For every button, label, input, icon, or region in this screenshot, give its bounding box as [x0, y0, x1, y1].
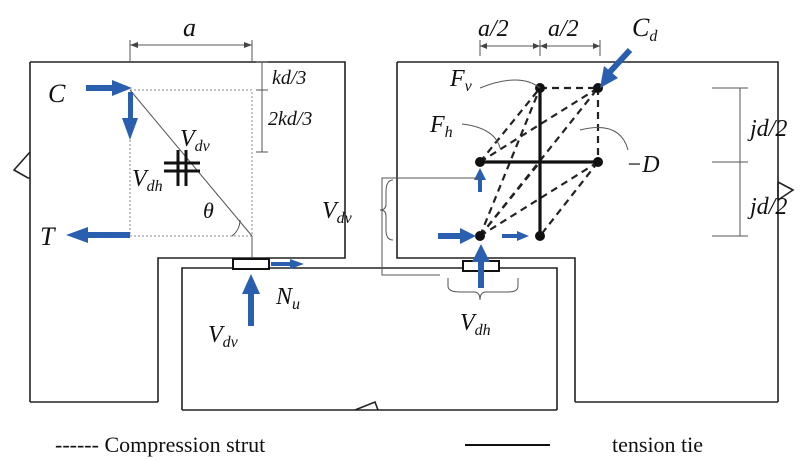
legend-compression: ------ Compression strut — [55, 432, 265, 457]
label-half-a-1: a/2 — [478, 16, 509, 42]
arrow-right-Vdv — [472, 244, 490, 288]
label-Vdh-right: Vdh — [460, 310, 491, 339]
arrow-Nu — [271, 259, 304, 269]
label-minus-D: −D — [626, 152, 660, 178]
arrow-down-left — [122, 92, 138, 140]
label-kd3: kd/3 — [272, 67, 306, 89]
label-Vdv-bottom: Vdv — [208, 322, 239, 351]
label-theta: θ — [203, 198, 214, 223]
dimension-jd: jd/2 jd/2 — [712, 87, 787, 237]
legend-tension: tension tie — [612, 432, 703, 457]
label-T: T — [40, 222, 56, 251]
arrow-Cd — [600, 47, 633, 88]
label-Fv: Fv — [449, 66, 473, 95]
dimension-a: a — [129, 13, 253, 62]
left-inner-region — [129, 89, 253, 258]
label-Vdh-left: Vdh — [132, 166, 163, 195]
label-half-a-2: a/2 — [548, 16, 579, 42]
arrow-right-small — [502, 231, 529, 241]
left-beam — [12, 61, 346, 403]
dimension-kd: kd/3 2kd/3 — [256, 61, 312, 153]
dimension-half-a: a/2 a/2 — [478, 16, 601, 56]
vdv-bracket — [379, 177, 480, 276]
leader-Fv — [479, 79, 541, 89]
shear-element — [164, 150, 200, 186]
label-jd2-top: jd/2 — [747, 116, 787, 142]
leader-D — [579, 127, 629, 151]
label-2kd3: 2kd/3 — [268, 108, 312, 130]
label-Vdv-right: Vdv — [322, 198, 353, 227]
label-a: a — [183, 13, 196, 42]
label-Fh: Fh — [429, 112, 453, 141]
leader-Fh — [461, 123, 501, 149]
center-block — [181, 267, 558, 411]
label-C: C — [48, 79, 66, 108]
label-Nu: Nu — [275, 284, 300, 313]
arrow-C — [86, 80, 132, 96]
arrow-Vdv-bottom — [242, 274, 260, 326]
arrow-right-Vdh — [438, 228, 476, 244]
label-Cd: Cd — [632, 13, 658, 45]
vdh-brace — [447, 278, 519, 301]
label-jd2-bottom: jd/2 — [747, 194, 787, 220]
right-beam — [396, 61, 795, 403]
arrow-T — [66, 227, 130, 243]
arrow-up-small — [474, 168, 486, 192]
bearing-pad-left — [232, 258, 270, 270]
truss — [475, 83, 603, 241]
label-Vdv-left: Vdv — [180, 126, 211, 155]
